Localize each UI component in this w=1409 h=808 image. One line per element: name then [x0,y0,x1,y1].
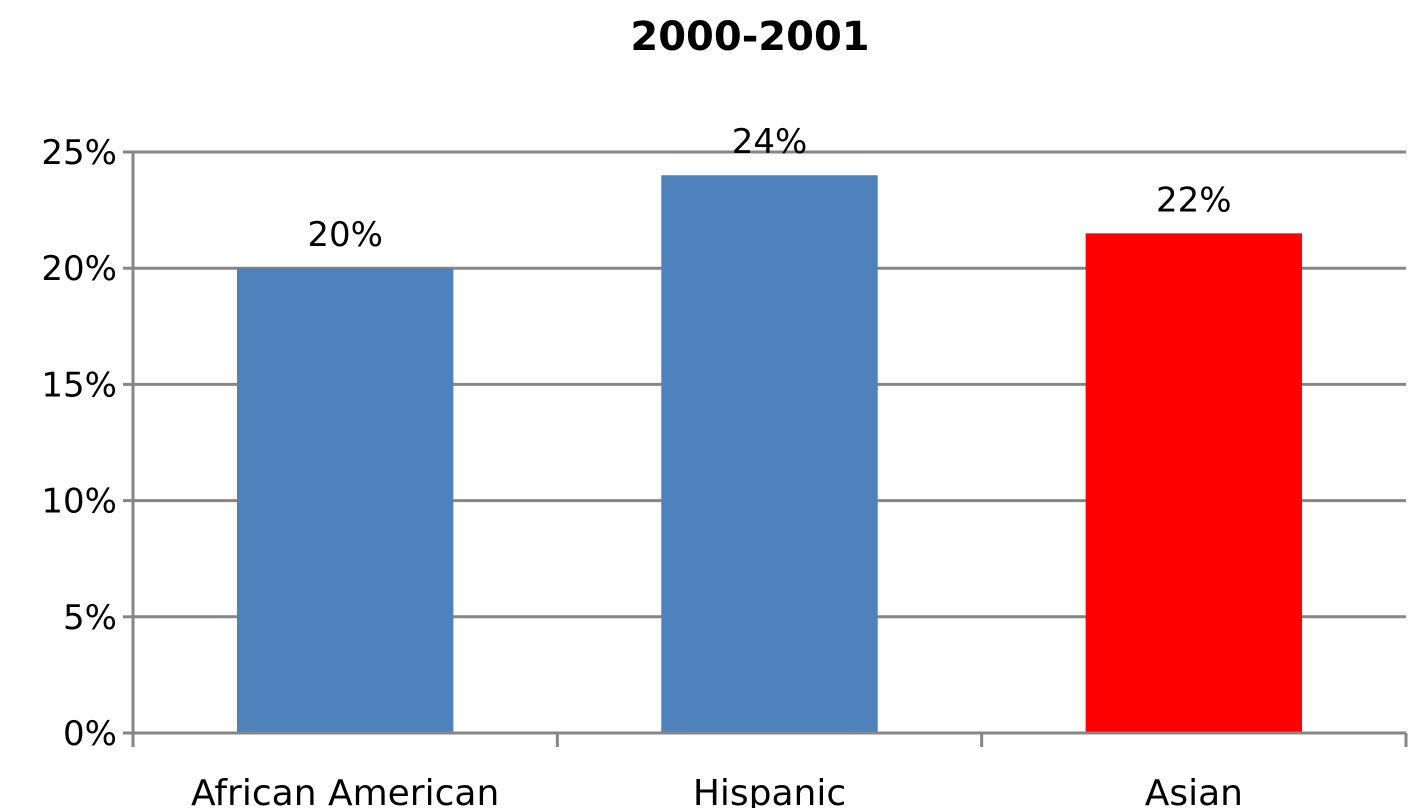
x-axis-categories: African American Hispanic Asian [191,773,1243,808]
y-tick-label: 5% [63,598,117,638]
y-tick-label: 25% [41,133,117,173]
bars [236,175,1303,734]
y-tick-label: 20% [41,249,117,289]
x-category-label: African American [191,773,499,808]
y-axis-ticks: 0% 5% 10% 15% 20% 25% [41,133,117,754]
y-tick-label: 10% [41,482,117,522]
data-labels: 20% 24% 22% [307,122,1231,255]
x-category-label: Asian [1145,773,1243,808]
axes [123,150,1408,747]
chart-title: 2000-2001 [630,14,869,60]
bar-data-label: 24% [732,122,808,162]
bar [661,175,878,734]
y-tick-label: 0% [63,714,117,754]
bar-data-label: 20% [307,215,383,255]
y-tick-label: 15% [41,365,117,405]
bar [1085,233,1303,733]
bar-data-label: 22% [1156,180,1232,220]
x-category-label: Hispanic [693,773,846,808]
bar [236,268,454,733]
